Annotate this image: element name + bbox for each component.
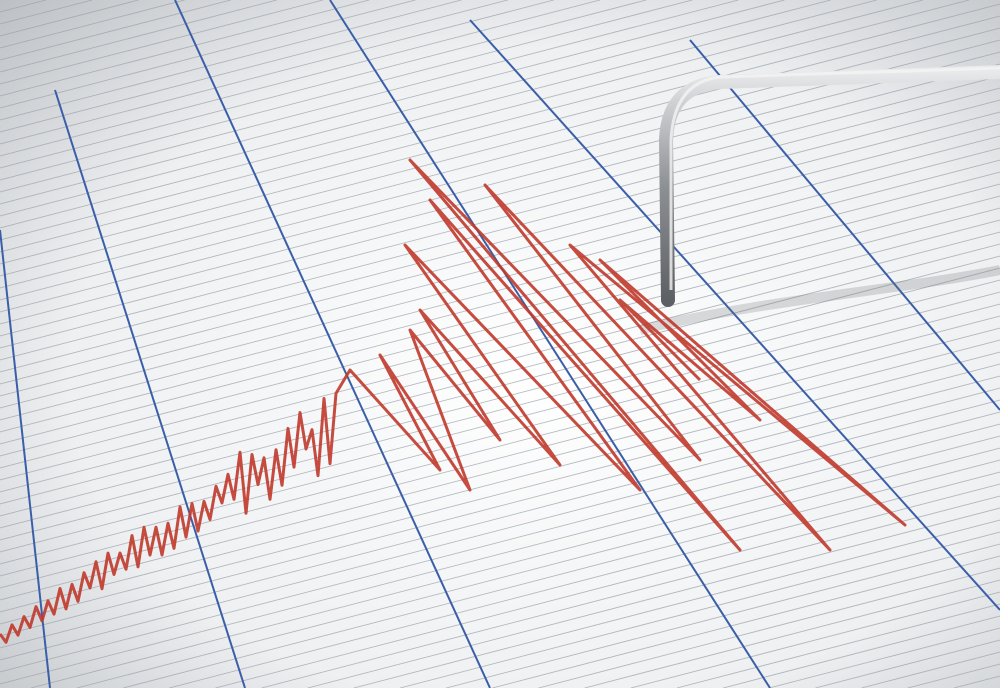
needle-shadow — [638, 265, 1000, 335]
grid-line — [0, 0, 47, 13]
grid-line — [0, 207, 1000, 469]
grid-line — [0, 0, 93, 25]
grid-line — [0, 0, 601, 157]
grid-line — [122, 459, 1000, 688]
grid-line — [584, 579, 1000, 688]
grid-line — [0, 219, 1000, 481]
grid-line — [307, 507, 1000, 688]
grid-line — [0, 0, 785, 205]
grid-line — [169, 471, 1000, 688]
grid-line — [0, 0, 970, 253]
grid-line — [0, 231, 1000, 493]
grid-line — [630, 591, 1000, 688]
blue-line — [174, 0, 491, 688]
grid-line — [0, 111, 1000, 373]
grid-line — [907, 663, 1000, 688]
grid-line — [0, 3, 1000, 265]
grid-line — [0, 0, 693, 181]
grid-line — [0, 15, 1000, 277]
grid-line — [0, 327, 1000, 589]
grid-line — [261, 495, 1000, 688]
grid-line — [0, 63, 1000, 325]
grid-line — [0, 375, 1000, 637]
grid-line — [0, 0, 924, 241]
grid-line — [0, 0, 554, 145]
grid-line — [0, 279, 1000, 541]
blue-line — [54, 89, 246, 688]
grid-line — [0, 0, 647, 169]
grid-line — [0, 0, 324, 85]
grid-line — [0, 159, 1000, 421]
grid-line — [0, 0, 462, 121]
grid-line — [0, 255, 1000, 517]
grid-line — [676, 603, 1000, 688]
blue-line — [0, 229, 51, 688]
grid-line — [30, 435, 1000, 688]
grid-line — [76, 447, 1000, 688]
grid-line — [0, 0, 185, 49]
grid-line — [492, 555, 1000, 688]
grid-line — [0, 339, 1000, 601]
grid-line — [0, 351, 1000, 613]
grid-line — [0, 0, 231, 61]
grid-line — [953, 675, 1000, 688]
grid-line — [0, 399, 1000, 661]
grid-line — [0, 183, 1000, 445]
blue-line — [689, 39, 1000, 411]
grid-line — [0, 87, 1000, 349]
blue-line — [329, 0, 771, 688]
grid-line — [0, 363, 1000, 625]
grid-line — [399, 531, 1000, 688]
grid-line — [0, 291, 1000, 553]
needle-highlight — [669, 66, 1000, 290]
grid-line — [769, 627, 1000, 688]
grid-line — [0, 303, 1000, 565]
grid-line — [0, 0, 278, 73]
grid-line — [861, 651, 1000, 688]
grid-line — [0, 0, 739, 193]
grid-line — [215, 483, 1000, 688]
grid-line — [722, 615, 1000, 688]
grid-line — [0, 0, 831, 217]
grid-line — [815, 639, 1000, 688]
grid-line — [0, 171, 1000, 433]
needle-arm — [658, 65, 1000, 307]
blue-line — [469, 19, 1000, 611]
grid-line — [0, 0, 139, 37]
grid-line — [0, 0, 878, 229]
grid-line — [0, 243, 1000, 505]
grid-line — [0, 423, 1000, 685]
seismic-trace — [0, 158, 907, 644]
grid-line — [0, 99, 1000, 361]
grid-line — [353, 519, 1000, 688]
grid-line — [0, 387, 1000, 649]
grid-line — [0, 411, 1000, 673]
grid-line — [0, 0, 370, 97]
grid-line — [0, 195, 1000, 457]
grid-line — [538, 567, 1000, 688]
grid-line — [0, 51, 1000, 313]
grid-line — [0, 0, 416, 109]
grid-line — [0, 0, 508, 133]
